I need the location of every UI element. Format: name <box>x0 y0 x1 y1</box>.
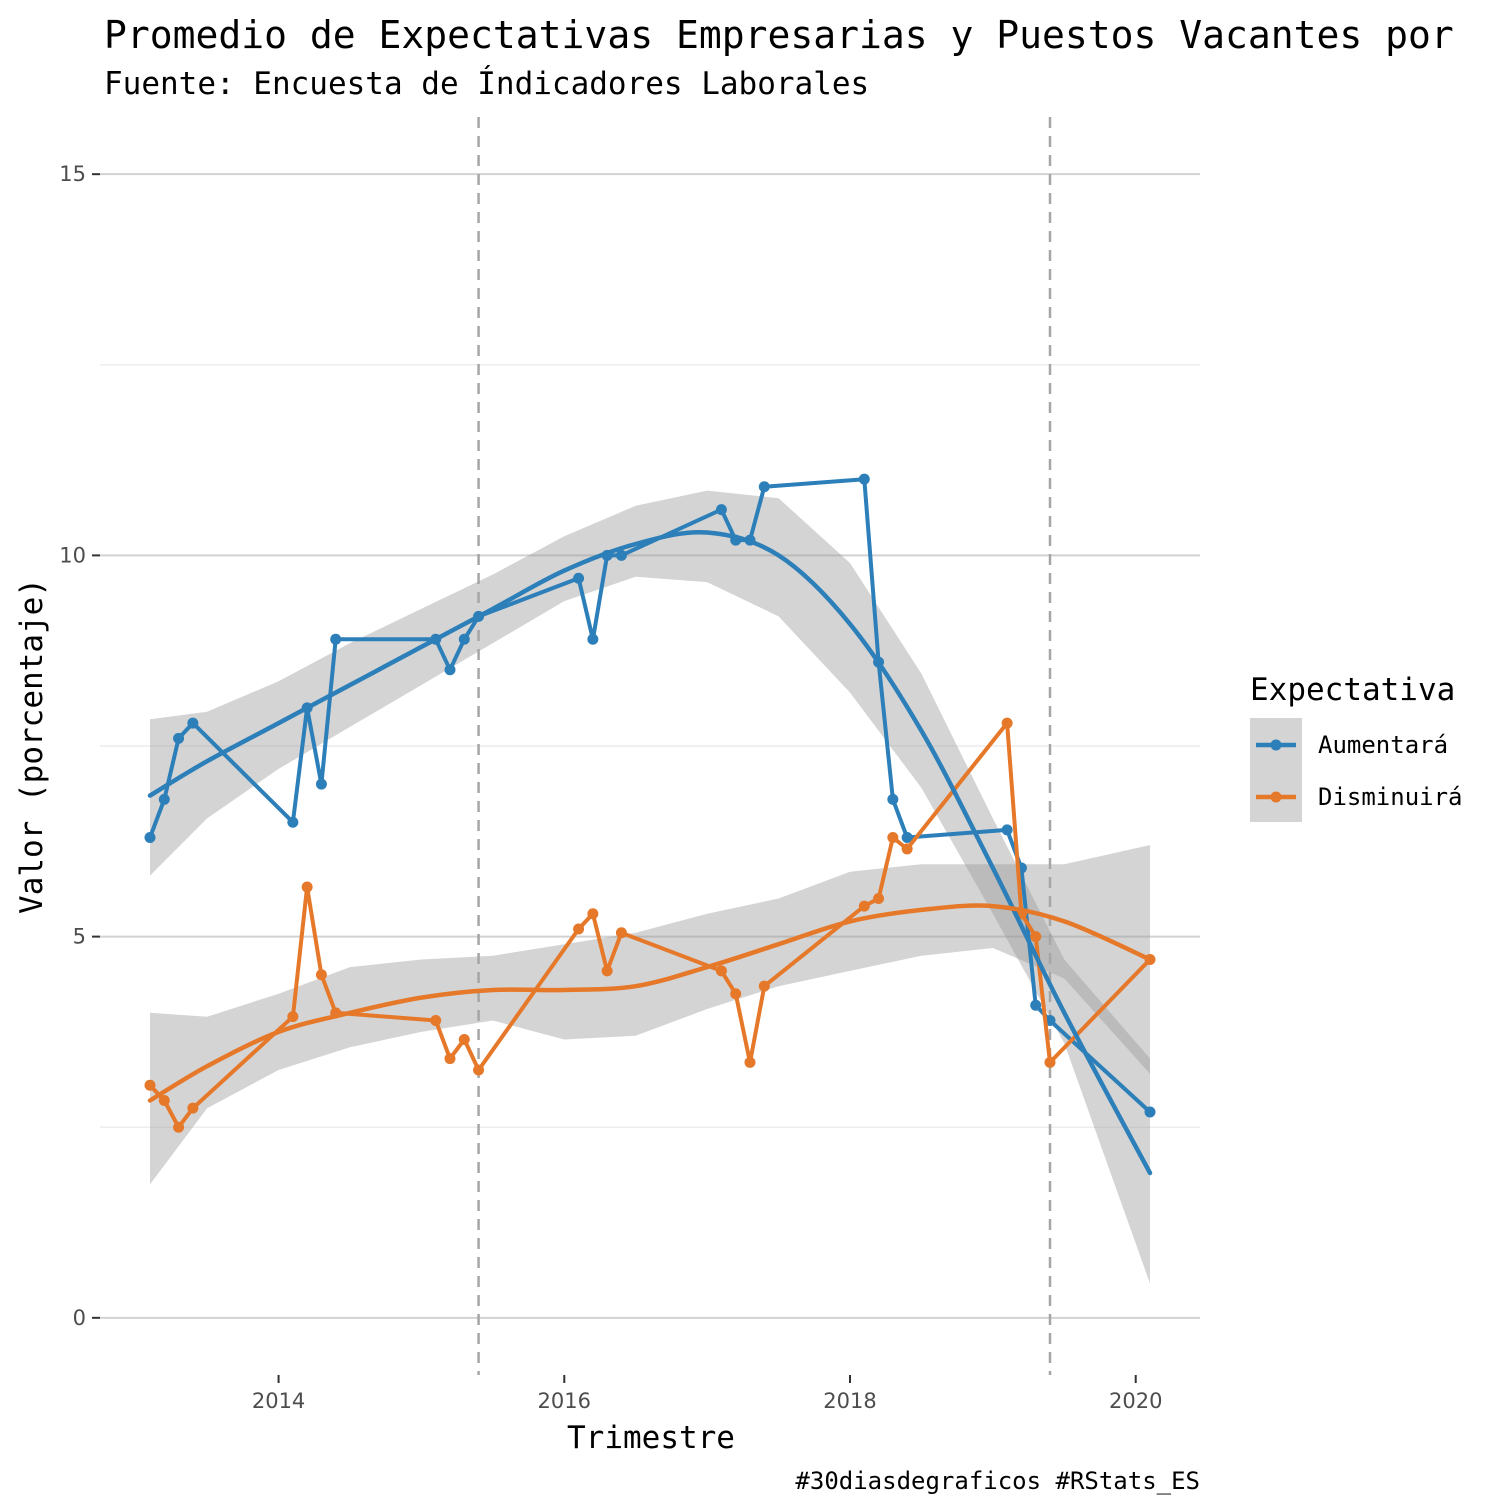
data-point-Aumentará <box>144 831 156 843</box>
data-point-Disminuirá <box>144 1079 156 1091</box>
data-point-Aumentará <box>1144 1106 1156 1118</box>
data-point-Disminuirá <box>873 892 885 904</box>
y-tick-label: 15 <box>59 162 86 186</box>
data-point-Disminuirá <box>858 900 870 912</box>
chart-caption: #30diasdegraficos #RStats_ES <box>795 1467 1200 1495</box>
data-point-Aumentará <box>1001 824 1013 836</box>
data-point-Aumentará <box>858 473 870 485</box>
data-point-Disminuirá <box>573 923 585 935</box>
smooth-layer <box>147 529 1153 1176</box>
y-tick-label: 0 <box>73 1306 86 1330</box>
data-point-Disminuirá <box>287 1011 299 1023</box>
x-tick-label: 2020 <box>1109 1389 1162 1413</box>
x-tick-label: 2018 <box>823 1389 876 1413</box>
confidence-band-Aumentará <box>150 490 1150 1284</box>
reference-line-layer <box>477 117 1052 1375</box>
data-point-Disminuirá <box>1044 1056 1056 1068</box>
y-tick-label: 10 <box>59 543 86 567</box>
axis-layer: 0 5 10 15 2014 2016 2018 2020 <box>59 162 1162 1413</box>
confidence-band-Disminuirá <box>150 845 1150 1185</box>
data-point-Disminuirá <box>887 831 899 843</box>
legend-label: Disminuirá <box>1318 783 1463 811</box>
legend-label: Aumentará <box>1318 731 1448 759</box>
data-point-Aumentará <box>1030 999 1042 1011</box>
smooth-line-Disminuirá <box>147 903 1153 1103</box>
legend-key-point <box>1270 791 1282 803</box>
data-point-Disminuirá <box>315 969 327 981</box>
data-point-Disminuirá <box>473 1064 485 1076</box>
data-point-Disminuirá <box>173 1121 185 1133</box>
legend-key-point <box>1270 739 1282 751</box>
y-axis-title: Valor (porcentaje) <box>14 578 50 914</box>
data-point-Aumentará <box>901 831 913 843</box>
data-point-Aumentará <box>573 572 585 584</box>
data-point-Disminuirá <box>744 1056 756 1068</box>
data-point-Disminuirá <box>615 927 627 939</box>
data-point-Aumentará <box>287 816 299 828</box>
data-point-Disminuirá <box>444 1053 456 1065</box>
smooth-line-Aumentará <box>147 529 1153 1176</box>
confidence-band-layer <box>150 490 1150 1284</box>
data-point-Disminuirá <box>158 1095 170 1107</box>
data-point-Disminuirá <box>430 1014 442 1026</box>
data-point-Disminuirá <box>458 1034 470 1046</box>
data-point-Disminuirá <box>1030 931 1042 943</box>
legend: Expectativa Aumentará Disminuirá <box>1250 672 1463 822</box>
data-point-Aumentará <box>715 504 727 516</box>
data-point-Disminuirá <box>187 1102 199 1114</box>
data-point-Disminuirá <box>601 965 613 977</box>
data-point-Aumentará <box>330 633 342 645</box>
y-tick-label: 5 <box>73 925 86 949</box>
data-point-Aumentará <box>187 717 199 729</box>
data-point-Disminuirá <box>758 980 770 992</box>
data-point-Aumentará <box>587 633 599 645</box>
data-point-Aumentará <box>158 793 170 805</box>
x-tick-label: 2016 <box>538 1389 591 1413</box>
data-point-Disminuirá <box>1001 717 1013 729</box>
data-point-Aumentará <box>758 481 770 493</box>
x-axis-title: Trimestre <box>567 1420 735 1456</box>
data-point-Disminuirá <box>301 881 313 893</box>
data-point-Aumentará <box>615 549 627 561</box>
data-point-Disminuirá <box>715 965 727 977</box>
legend-key-background <box>1250 718 1302 822</box>
data-point-Aumentará <box>458 633 470 645</box>
x-tick-label: 2014 <box>252 1389 305 1413</box>
chart-title: Promedio de Expectativas Empresarias y P… <box>104 13 1454 57</box>
legend-title: Expectativa <box>1250 672 1455 708</box>
data-point-Aumentará <box>887 793 899 805</box>
data-point-Disminuirá <box>901 843 913 855</box>
data-point-Aumentará <box>444 664 456 676</box>
chart-subtitle: Fuente: Encuesta de Índicadores Laborale… <box>104 66 869 102</box>
data-point-Disminuirá <box>730 988 742 1000</box>
legend-entries: Aumentará Disminuirá <box>1256 731 1463 811</box>
grid-layer <box>100 173 1200 1319</box>
data-point-Aumentará <box>173 732 185 744</box>
data-point-Disminuirá <box>587 908 599 920</box>
data-point-Aumentará <box>315 778 327 790</box>
